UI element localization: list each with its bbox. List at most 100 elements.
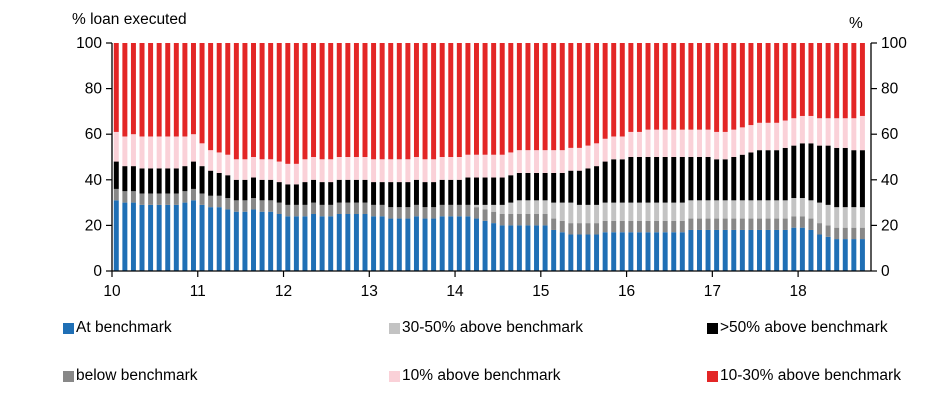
bar-10-30-above-benchmark [551, 43, 557, 151]
bar-10-30-above-benchmark [190, 43, 196, 135]
bar-below-benchmark [173, 193, 179, 205]
bar-50-above-benchmark [748, 152, 754, 201]
bar-10-above-benchmark [516, 150, 522, 173]
bar-50-above-benchmark [165, 168, 171, 194]
bar-10-above-benchmark [576, 147, 582, 171]
bar-10-above-benchmark [130, 134, 136, 167]
bar-10-30-above-benchmark [251, 43, 256, 157]
bar-50-above-benchmark [371, 182, 377, 205]
bar-10-above-benchmark [491, 154, 497, 178]
bar-10-30-above-benchmark [173, 43, 179, 137]
bar-at-benchmark [585, 234, 591, 271]
bar-below-benchmark [705, 218, 711, 230]
bar-10-above-benchmark [388, 159, 394, 183]
bar-10-30-above-benchmark [525, 43, 531, 151]
bar-at-benchmark [602, 232, 608, 271]
bar-50-above-benchmark [739, 154, 745, 201]
bar-10-above-benchmark [293, 163, 299, 185]
bar-at-benchmark [268, 211, 274, 271]
bar-50-above-benchmark [619, 159, 625, 203]
bar-50-above-benchmark [259, 179, 265, 201]
bar-10-30-above-benchmark [293, 43, 299, 164]
bar-below-benchmark [285, 204, 291, 217]
bar-10-30-above-benchmark [302, 43, 308, 160]
bar-10-above-benchmark [302, 159, 308, 183]
bar-10-30-above-benchmark [645, 43, 651, 130]
bar-30-50-above-benchmark [628, 202, 634, 221]
bar-below-benchmark [345, 202, 351, 214]
bar-50-above-benchmark [474, 177, 479, 205]
bar-at-benchmark [431, 218, 437, 271]
bar-30-50-above-benchmark [636, 202, 642, 221]
bar-at-benchmark [825, 236, 831, 271]
bar-at-benchmark [842, 239, 848, 271]
bar-at-benchmark [242, 211, 248, 271]
bar-at-benchmark [208, 207, 214, 271]
bar-below-benchmark [482, 209, 488, 221]
bar-10-above-benchmark [705, 129, 711, 157]
bar-10-above-benchmark [465, 154, 471, 178]
bar-10-30-above-benchmark [748, 43, 754, 126]
bar-below-benchmark [808, 218, 814, 230]
bar-at-benchmark [130, 202, 136, 271]
bar-10-above-benchmark [448, 157, 454, 180]
bar-below-benchmark [439, 204, 445, 217]
bar-below-benchmark [190, 188, 196, 201]
bar-10-above-benchmark [525, 150, 531, 173]
bar-10-30-above-benchmark [336, 43, 342, 157]
bar-10-30-above-benchmark [345, 43, 351, 157]
bar-50-above-benchmark [791, 145, 797, 199]
bar-at-benchmark [636, 232, 642, 271]
bar-at-benchmark [371, 216, 377, 271]
bar-10-30-above-benchmark [774, 43, 780, 123]
bar-10-30-above-benchmark [799, 43, 805, 116]
bar-50-above-benchmark [199, 166, 205, 194]
legend-label-at-benchmark: At benchmark [76, 319, 172, 336]
bar-30-50-above-benchmark [594, 204, 600, 224]
bar-at-benchmark [259, 211, 265, 271]
bar-50-above-benchmark [328, 182, 334, 205]
bar-at-benchmark [722, 229, 728, 271]
bar-50-above-benchmark [576, 170, 582, 205]
bar-below-benchmark [585, 223, 591, 235]
legend-swatch-at-benchmark [63, 322, 74, 334]
bar-at-benchmark [216, 207, 222, 271]
bar-50-above-benchmark [688, 157, 694, 201]
bar-below-benchmark [834, 227, 840, 240]
bar-10-30-above-benchmark [396, 43, 402, 160]
bar-at-benchmark [311, 214, 317, 271]
bar-10-30-above-benchmark [122, 43, 128, 137]
bar-30-50-above-benchmark [842, 207, 848, 228]
bar-at-benchmark [799, 227, 805, 271]
bar-10-30-above-benchmark [705, 43, 711, 130]
bar-below-benchmark [842, 227, 848, 240]
bar-10-above-benchmark [259, 159, 265, 180]
bar-30-50-above-benchmark [516, 200, 522, 214]
bar-30-50-above-benchmark [757, 200, 762, 219]
bar-at-benchmark [173, 204, 179, 271]
bar-30-50-above-benchmark [714, 200, 720, 219]
bar-50-above-benchmark [585, 168, 591, 205]
bar-below-benchmark [748, 218, 754, 230]
bar-at-benchmark [559, 232, 565, 271]
bar-50-above-benchmark [482, 177, 488, 205]
bar-10-above-benchmark [679, 129, 685, 157]
y-tick-label-left: 80 [85, 81, 103, 98]
bar-below-benchmark [431, 207, 437, 219]
bar-at-benchmark [714, 229, 720, 271]
bar-at-benchmark [336, 214, 342, 271]
bar-10-30-above-benchmark [474, 43, 479, 155]
bar-below-benchmark [216, 195, 222, 208]
bar-at-benchmark [456, 216, 462, 271]
bar-below-benchmark [782, 218, 788, 230]
legend-label-10-above: 10% above benchmark [402, 367, 561, 384]
bar-50-above-benchmark [799, 143, 805, 199]
bar-at-benchmark [534, 225, 540, 271]
bar-30-50-above-benchmark [671, 202, 677, 221]
bar-50-above-benchmark [311, 179, 317, 203]
bar-below-benchmark [662, 220, 668, 233]
bar-50-above-benchmark [551, 172, 557, 203]
bar-10-30-above-benchmark [311, 43, 317, 157]
bar-10-30-above-benchmark [439, 43, 445, 157]
bar-30-50-above-benchmark [576, 204, 582, 224]
